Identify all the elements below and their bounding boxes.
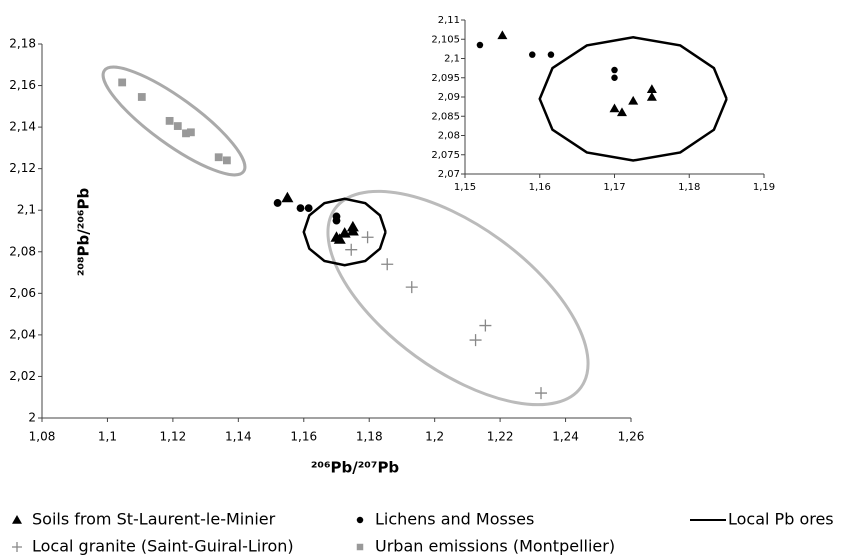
point: [381, 258, 394, 271]
point: [345, 243, 358, 256]
point: [611, 66, 618, 74]
x-tick-label: 1,16: [529, 182, 551, 193]
point: [333, 233, 346, 244]
point: [469, 334, 482, 347]
point: [646, 92, 657, 101]
y-tick-label: 2,16: [9, 78, 36, 92]
legend-swatch: [12, 515, 22, 524]
x-tick-label: 1,18: [678, 182, 700, 193]
point: [304, 204, 313, 213]
ore-line: [538, 36, 728, 162]
x-tick-label: 1,16: [290, 430, 317, 444]
point: [405, 281, 418, 294]
legend-label: Soils from St-Laurent-le-Minier: [32, 510, 276, 529]
group-outline: [326, 189, 590, 407]
y-tick-label: 2,12: [9, 161, 36, 175]
point: [611, 74, 618, 81]
x-tick-label: 1,26: [618, 430, 645, 444]
point: [361, 231, 374, 244]
legend-swatch: [356, 516, 364, 524]
ore-line: [302, 197, 387, 267]
point: [497, 30, 508, 40]
group-outline: [101, 65, 247, 177]
x-tick-label: 1,18: [356, 430, 383, 444]
point: [628, 95, 639, 105]
y-tick-label: 2,1: [444, 54, 460, 65]
point: [281, 191, 294, 203]
point: [346, 225, 359, 236]
point: [186, 128, 195, 137]
y-tick-label: 2,06: [9, 286, 36, 300]
legend-label: Local Pb ores: [728, 510, 834, 529]
y-axis-title: ²⁰⁸Pb/²⁰⁶Pb: [75, 188, 93, 277]
x-tick-label: 1,15: [454, 182, 476, 193]
point: [182, 129, 190, 138]
point: [547, 51, 555, 58]
point: [222, 156, 231, 165]
x-tick-label: 1,22: [487, 430, 514, 444]
x-tick-label: 1,19: [753, 182, 775, 193]
y-tick-label: 2: [28, 411, 36, 425]
y-tick-label: 2,085: [431, 111, 460, 122]
y-tick-label: 2,1: [17, 203, 36, 217]
y-tick-label: 2,04: [9, 327, 36, 341]
y-tick-label: 2,07: [438, 169, 460, 180]
point: [529, 51, 536, 58]
point: [535, 387, 548, 400]
legend-swatch: [356, 543, 364, 551]
x-tick-label: 1,08: [29, 430, 56, 444]
point: [137, 93, 146, 101]
y-tick-label: 2,18: [9, 37, 36, 51]
x-tick-label: 1,14: [225, 430, 252, 444]
point: [476, 41, 484, 49]
point: [332, 216, 341, 225]
legend-label: Local granite (Saint-Guiral-Liron): [32, 537, 294, 556]
y-tick-label: 2,02: [9, 369, 36, 383]
y-tick-label: 2,075: [431, 150, 460, 161]
y-tick-label: 2,14: [9, 120, 36, 134]
y-tick-label: 2,08: [9, 244, 36, 258]
x-tick-label: 1,24: [552, 430, 579, 444]
point: [214, 153, 223, 162]
point: [646, 84, 657, 94]
y-tick-label: 2,08: [438, 131, 460, 142]
y-tick-label: 2,09: [438, 92, 460, 103]
y-tick-label: 2,105: [431, 34, 460, 45]
legend-swatch: [12, 542, 22, 552]
point: [173, 122, 182, 130]
point: [609, 103, 620, 113]
point: [479, 319, 492, 332]
point: [616, 107, 627, 117]
point: [296, 204, 305, 213]
legend-label: Lichens and Mosses: [375, 510, 534, 529]
y-tick-label: 2,095: [431, 73, 460, 84]
x-tick-label: 1,17: [603, 182, 625, 193]
point: [273, 199, 282, 207]
legend-label: Urban emissions (Montpellier): [375, 537, 615, 556]
x-tick-label: 1,12: [160, 430, 187, 444]
x-tick-label: 1,1: [98, 430, 117, 444]
x-axis-title: ²⁰⁶Pb/²⁰⁷Pb: [311, 459, 400, 477]
x-tick-label: 1,2: [425, 430, 444, 444]
point: [118, 78, 127, 87]
y-tick-label: 2,11: [438, 15, 460, 26]
point: [165, 116, 174, 125]
